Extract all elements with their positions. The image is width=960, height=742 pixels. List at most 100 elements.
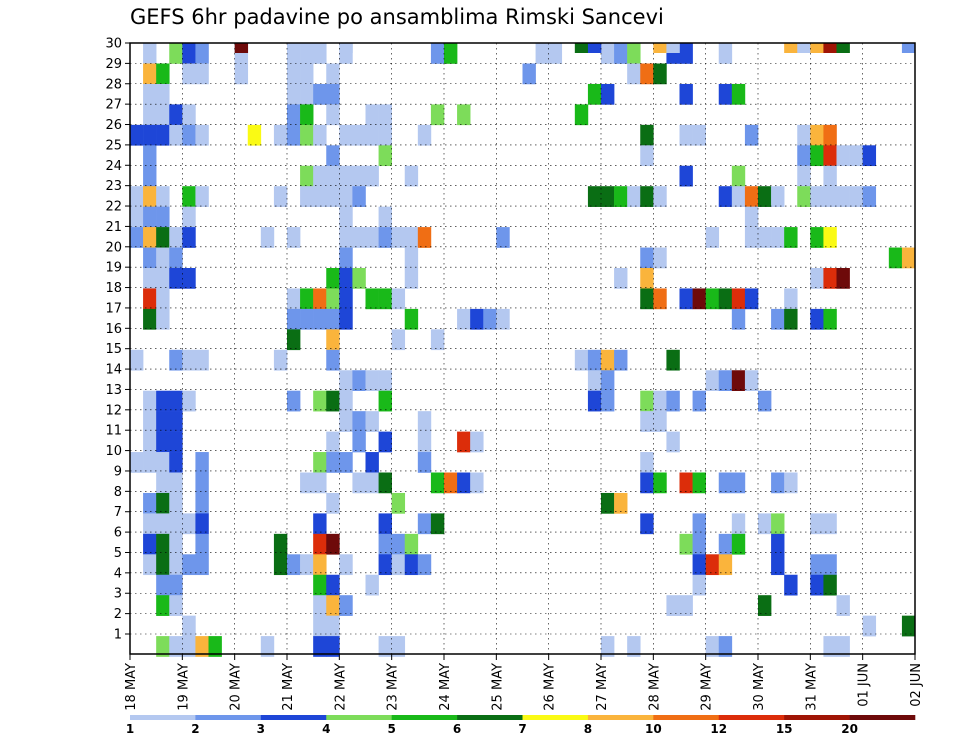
heatmap-cell [666,390,680,412]
heatmap-cell [313,308,327,330]
heatmap-cell [287,390,301,412]
heatmap-cell [653,411,667,432]
heatmap-cell [679,43,693,64]
heatmap-cell [339,206,353,228]
heatmap-cell [339,186,353,207]
heatmap-cell [326,349,340,371]
y-tick-label: 21 [105,220,122,235]
y-tick-label: 18 [105,281,122,296]
heatmap-cell [287,554,301,576]
heatmap-cell [692,288,706,310]
heatmap-cell [862,145,877,167]
heatmap-cell [574,104,589,126]
heatmap-cell [326,165,340,187]
heatmap-cell [378,206,392,228]
heatmap-cell [352,472,366,494]
heatmap-cell [404,554,419,576]
heatmap-cell [849,186,863,207]
heatmap-cell [313,554,327,576]
heatmap-cell [823,227,837,248]
heatmap-cell [156,390,170,412]
heatmap-cell [326,186,340,207]
heatmap-cell [287,63,301,85]
heatmap-cell [156,533,170,555]
heatmap-cell [797,165,811,187]
legend-label: 4 [322,722,330,736]
heatmap-cell [169,227,183,248]
heatmap-cell [169,636,183,657]
heatmap-cell [731,513,746,535]
heatmap-cell [313,595,327,616]
heatmap-cell [810,186,824,207]
legend-label: 10 [645,722,662,736]
heatmap-cell [182,104,196,126]
heatmap-cell [378,472,392,494]
heatmap-cell [391,329,406,351]
heatmap-cell [744,370,759,391]
heatmap-cell [130,349,144,371]
heatmap-cell [378,370,392,391]
y-tick-label: 15 [105,342,122,357]
heatmap-cell [404,268,419,289]
heatmap-cell [587,186,602,207]
heatmap-cell [823,308,837,330]
heatmap-cell [169,43,183,64]
heatmap-cell [182,636,196,657]
heatmap-cell [130,206,144,228]
legend-label: 20 [841,722,858,736]
heatmap-cell [627,43,641,64]
heatmap-cell [195,472,209,494]
heatmap-cell [679,533,693,555]
heatmap-cell [143,165,157,187]
heatmap-cell [797,145,811,167]
heatmap-cell [182,227,196,248]
heatmap-cell [143,145,157,167]
heatmap-cell [679,595,693,616]
heatmap-cell [273,124,288,146]
heatmap-cell [744,206,759,228]
heatmap-cell [287,104,301,126]
legend-swatch [260,715,327,720]
heatmap-cell [326,452,340,473]
heatmap-cell [417,452,432,473]
y-tick-label: 2 [114,607,122,622]
heatmap-cell [718,83,733,105]
heatmap-cell [823,636,837,657]
heatmap-cell [849,145,863,167]
heatmap-cell [339,165,353,187]
x-tick-label: 24 MAY [438,663,453,711]
heatmap-cell [130,124,144,146]
heatmap-cell [836,636,850,657]
heatmap-cell [156,411,170,432]
y-tick-label: 19 [105,261,122,276]
y-tick-label: 28 [105,77,122,92]
heatmap-cell [692,513,706,535]
heatmap-cell [901,43,916,53]
heatmap-cell [679,124,693,146]
y-tick-label: 20 [105,240,122,255]
heatmap-cell [313,472,327,494]
heatmap-cell [640,124,654,146]
heatmap-cell [143,186,157,207]
y-tick-label: 23 [105,179,122,194]
heatmap-cell [300,308,314,330]
heatmap-cell [195,349,209,371]
x-tick-label: 25 MAY [490,663,505,711]
heatmap-cell [130,227,144,248]
heatmap-cell [718,370,733,391]
heatmap-cell [587,43,602,53]
legend-label: 2 [191,722,199,736]
heatmap-cell [731,370,746,391]
heatmap-cell [744,288,759,310]
x-axis: 18 MAY 19 MAY 20 MAY 21 MAY 22 MAY 23 MAY 24 M… [124,654,924,711]
heatmap-cell [731,288,746,310]
heatmap-cell [300,63,314,85]
heatmap-cell [339,227,353,248]
heatmap-cell [156,574,170,596]
heatmap-cell [653,186,667,207]
heatmap-cell [731,83,746,105]
heatmap-cell [705,636,720,657]
heatmap-cell [666,43,680,53]
heatmap-cell [195,452,209,473]
heatmap-cell [313,186,327,207]
